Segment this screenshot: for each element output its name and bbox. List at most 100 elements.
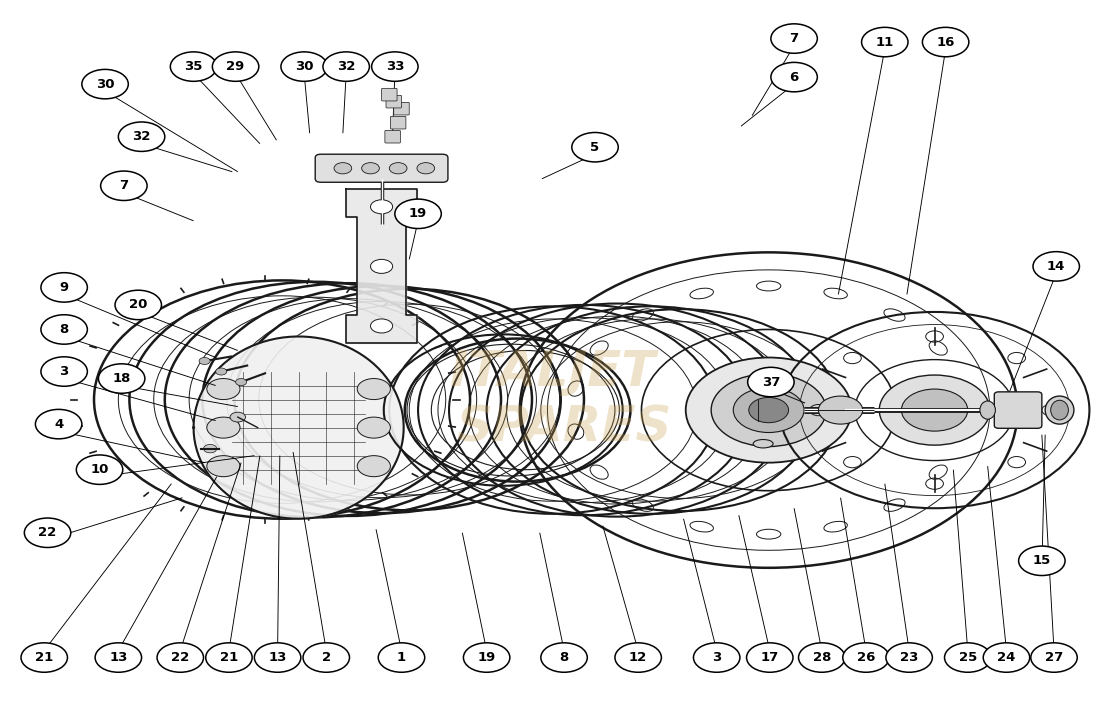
FancyBboxPatch shape [386,95,401,108]
Text: 8: 8 [560,651,568,664]
Circle shape [771,24,817,53]
Circle shape [1033,252,1079,281]
FancyBboxPatch shape [994,392,1042,428]
Text: 2: 2 [322,651,331,664]
FancyBboxPatch shape [315,154,448,182]
Circle shape [378,643,425,672]
Text: 23: 23 [900,651,918,664]
Circle shape [371,200,393,214]
Circle shape [35,409,82,439]
FancyBboxPatch shape [394,102,409,115]
FancyBboxPatch shape [382,88,397,101]
Text: 19: 19 [409,207,427,220]
FancyBboxPatch shape [390,116,406,129]
Circle shape [236,379,247,386]
Text: 13: 13 [269,651,286,664]
Circle shape [334,163,352,174]
Circle shape [711,374,826,447]
Circle shape [157,643,204,672]
Text: 10: 10 [91,463,108,476]
Circle shape [748,367,794,397]
Text: 21: 21 [220,651,238,664]
Circle shape [207,417,240,438]
Circle shape [922,27,969,57]
Circle shape [118,122,165,151]
Text: 20: 20 [129,299,147,311]
Text: 21: 21 [35,651,53,664]
Circle shape [170,52,217,81]
Text: 30: 30 [96,78,114,90]
Circle shape [886,643,932,672]
Circle shape [615,643,661,672]
Text: 25: 25 [959,651,977,664]
Circle shape [463,643,510,672]
Ellipse shape [1045,396,1074,424]
Circle shape [303,643,349,672]
Circle shape [21,643,67,672]
Circle shape [371,259,393,273]
Circle shape [693,643,740,672]
Text: 22: 22 [171,651,189,664]
Text: 24: 24 [998,651,1015,664]
Circle shape [799,643,845,672]
Circle shape [204,444,217,453]
Circle shape [417,163,435,174]
Circle shape [216,368,227,375]
Circle shape [95,643,142,672]
Text: 33: 33 [386,60,404,73]
Text: ITALJET: ITALJET [450,348,656,395]
Circle shape [362,163,379,174]
FancyBboxPatch shape [385,130,400,143]
Ellipse shape [753,440,773,448]
Circle shape [747,643,793,672]
Text: 3: 3 [712,651,721,664]
Circle shape [41,315,87,344]
Text: 26: 26 [857,651,875,664]
Text: 15: 15 [1033,554,1051,567]
Circle shape [1019,546,1065,576]
Text: 19: 19 [478,651,495,664]
Text: 4: 4 [54,418,63,430]
Text: SPARES: SPARES [457,404,671,451]
Circle shape [371,319,393,333]
Text: 16: 16 [937,36,954,48]
Circle shape [98,364,145,393]
Text: 29: 29 [227,60,244,73]
Text: 27: 27 [1045,651,1063,664]
Circle shape [372,52,418,81]
Circle shape [41,273,87,302]
Circle shape [281,52,327,81]
Circle shape [206,643,252,672]
Text: 8: 8 [60,323,69,336]
Text: 22: 22 [39,526,56,539]
Circle shape [41,357,87,386]
Circle shape [862,27,908,57]
Circle shape [572,132,618,162]
Circle shape [76,455,123,484]
Text: 37: 37 [762,376,780,388]
Polygon shape [194,336,404,519]
Circle shape [199,358,210,365]
Circle shape [101,171,147,200]
Circle shape [389,163,407,174]
Circle shape [82,69,128,99]
Circle shape [771,62,817,92]
Text: 1: 1 [397,651,406,664]
Circle shape [357,456,390,477]
Circle shape [212,52,259,81]
Text: 35: 35 [185,60,202,73]
Circle shape [733,388,804,433]
Text: 7: 7 [790,32,799,45]
Circle shape [357,417,390,438]
Circle shape [686,358,852,463]
Text: 30: 30 [295,60,313,73]
Ellipse shape [980,401,995,419]
Circle shape [879,375,990,445]
Circle shape [1031,643,1077,672]
Circle shape [749,397,789,423]
Circle shape [983,643,1030,672]
Text: 13: 13 [109,651,127,664]
Text: 12: 12 [629,651,647,664]
Text: 7: 7 [119,179,128,192]
Circle shape [230,412,246,422]
